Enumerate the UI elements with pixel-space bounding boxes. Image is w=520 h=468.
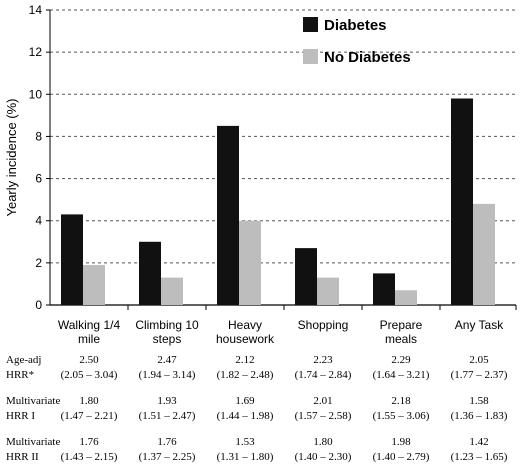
bar-diabetes <box>139 241 161 305</box>
bar-diabetes <box>295 248 317 305</box>
table-cell: (1.51 – 2.47) <box>139 410 196 422</box>
table-cell: 2.12 <box>235 354 254 366</box>
x-category-label: housework <box>216 332 275 346</box>
table-row-label: Multivariate <box>6 395 60 407</box>
y-tick-label: 2 <box>35 256 42 270</box>
legend-swatch <box>303 17 318 32</box>
y-tick-label: 14 <box>29 3 43 17</box>
y-tick-label: 10 <box>29 87 43 101</box>
table-row-label: HRR I <box>6 410 35 422</box>
legend-label: Diabetes <box>324 17 387 34</box>
table-cell: 2.23 <box>313 354 333 366</box>
table-cell: 1.42 <box>469 436 488 448</box>
table-cell: 1.76 <box>157 436 177 448</box>
legend-swatch <box>303 49 318 64</box>
y-tick-label: 4 <box>35 214 42 228</box>
table-cell: (1.47 – 2.21) <box>61 410 118 422</box>
x-category-label: Prepare <box>380 318 423 332</box>
y-tick-label: 12 <box>29 45 43 59</box>
legend-label: No Diabetes <box>324 49 411 66</box>
x-category-label: meals <box>385 332 417 346</box>
bar-diabetes <box>373 273 395 305</box>
y-axis-label: Yearly incidence (%) <box>4 98 19 216</box>
table-cell: 1.98 <box>391 436 411 448</box>
table-row-label: Multivariate <box>6 436 60 448</box>
table-row-label: HRR* <box>6 369 34 381</box>
x-category-label: Heavy <box>228 318 262 332</box>
table-cell: 2.01 <box>313 395 332 407</box>
x-category-label: steps <box>153 332 182 346</box>
table-cell: 1.69 <box>235 395 255 407</box>
table-cell: (1.94 – 3.14) <box>139 369 196 381</box>
table-cell: (1.77 – 2.37) <box>451 369 508 381</box>
table-cell: (1.44 – 1.98) <box>217 410 274 422</box>
bar-no-diabetes <box>83 264 105 305</box>
bar-no-diabetes <box>395 290 417 305</box>
table-cell: (1.40 – 2.30) <box>295 451 352 463</box>
bar-diabetes <box>451 98 473 305</box>
table-cell: (1.43 – 2.15) <box>61 451 118 463</box>
table-cell: 2.18 <box>391 395 411 407</box>
table-cell: 1.93 <box>157 395 177 407</box>
bar-no-diabetes <box>317 277 339 305</box>
y-tick-label: 0 <box>35 298 42 312</box>
table-cell: (1.55 – 3.06) <box>373 410 430 422</box>
table-cell: 2.47 <box>157 354 177 366</box>
table-cell: (1.40 – 2.79) <box>373 451 430 463</box>
x-category-label: Walking 1/4 <box>58 318 121 332</box>
bar-no-diabetes <box>161 277 183 305</box>
bar-no-diabetes <box>473 203 495 305</box>
table-cell: (1.74 – 2.84) <box>295 369 352 381</box>
table-cell: 1.76 <box>79 436 99 448</box>
table-cell: (1.37 – 2.25) <box>139 451 196 463</box>
table-cell: (1.36 – 1.83) <box>451 410 508 422</box>
table-cell: (1.64 – 3.21) <box>373 369 430 381</box>
y-tick-label: 8 <box>35 129 42 143</box>
x-category-label: mile <box>78 332 100 346</box>
table-cell: 2.29 <box>391 354 411 366</box>
bar-diabetes <box>61 214 83 305</box>
table-cell: 2.50 <box>79 354 99 366</box>
bar-diabetes <box>217 125 239 306</box>
x-category-label: Climbing 10 <box>135 318 199 332</box>
table-cell: (2.05 – 3.04) <box>61 369 118 381</box>
x-category-label: Shopping <box>298 318 349 332</box>
table-cell: (1.31 – 1.80) <box>217 451 274 463</box>
y-tick-label: 6 <box>35 172 42 186</box>
table-cell: (1.57 – 2.58) <box>295 410 352 422</box>
x-category-label: Any Task <box>455 318 504 332</box>
table-cell: (1.82 – 2.48) <box>217 369 274 381</box>
table-cell: 1.80 <box>313 436 333 448</box>
table-row-label: Age-adj <box>6 354 41 366</box>
table-cell: (1.23 – 1.65) <box>451 451 508 463</box>
table-cell: 1.80 <box>79 395 99 407</box>
table-cell: 1.53 <box>235 436 255 448</box>
bar-no-diabetes <box>239 220 261 305</box>
table-row-label: HRR II <box>6 451 39 463</box>
table-cell: 1.58 <box>469 395 489 407</box>
table-cell: 2.05 <box>469 354 489 366</box>
